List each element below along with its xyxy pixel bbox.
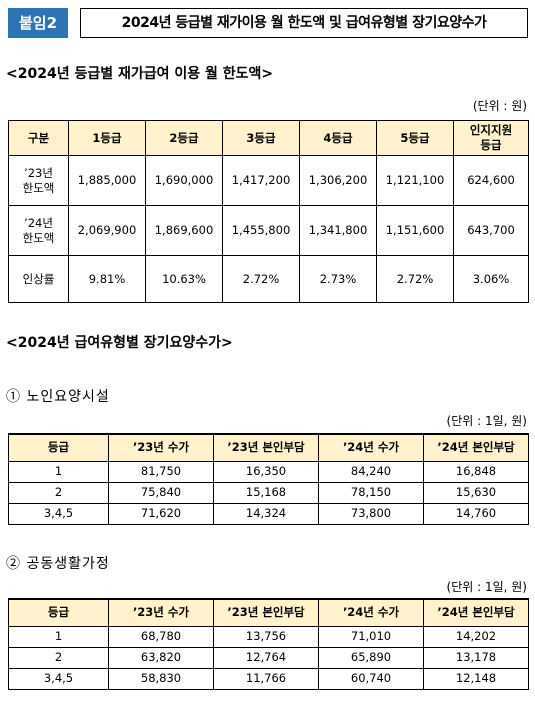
cell: 2.72%	[376, 255, 454, 303]
cell: 2.72%	[222, 255, 300, 303]
header-cell: ’23년 수가	[108, 598, 214, 627]
header-row: 등급 ’23년 수가 ’23년 본인부담 ’24년 수가 ’24년 본인부담	[8, 433, 529, 462]
cell: 13,178	[423, 646, 529, 669]
cell: 2.73%	[299, 255, 377, 303]
unit-note: (단위 : 1일, 원)	[446, 414, 527, 428]
table-row: 3,4,5 71,620 14,324 73,800 14,760	[8, 502, 529, 525]
table-row: 2 63,820 12,764 65,890 13,178	[8, 646, 529, 669]
cell: 12,148	[423, 667, 529, 690]
cell: 15,168	[213, 481, 319, 504]
fee-table: 등급 ’23년 수가 ’23년 본인부담 ’24년 수가 ’24년 본인부담 1 81,75…	[8, 433, 529, 525]
cell: 71,620	[108, 502, 214, 525]
cell: 73,800	[318, 502, 424, 525]
header-cell: 등급	[8, 433, 109, 462]
cell: 1,455,800	[222, 205, 300, 256]
cell: 16,350	[213, 460, 319, 483]
unit-note: (단위 : 1일, 원)	[446, 580, 527, 594]
cell: 3.06%	[453, 255, 529, 303]
limit-table: 구분 1등급 2등급 3등급 4등급 5등급 인지지원 등급 ’23년 한도액 1,885,00…	[8, 120, 529, 303]
section-heading: <2024년 급여유형별 장기요양수가>	[6, 335, 233, 351]
header-row: 구분 1등급 2등급 3등급 4등급 5등급 인지지원 등급	[8, 120, 529, 156]
header-cell: ’23년 본인부담	[213, 598, 319, 627]
cell: 84,240	[318, 460, 424, 483]
table-row: 1 81,750 16,350 84,240 16,848	[8, 460, 529, 483]
cell: 78,150	[318, 481, 424, 504]
cell: 1,151,600	[376, 205, 454, 256]
cell: 3,4,5	[8, 667, 109, 690]
header-cell: 3등급	[222, 120, 300, 156]
cell: 13,756	[213, 625, 319, 648]
cell: 1,690,000	[145, 155, 223, 206]
header-cell: ’23년 수가	[108, 433, 214, 462]
table-row: ’24년 한도액 2,069,900 1,869,600 1,455,800 1,341…	[8, 205, 529, 256]
cell: 624,600	[453, 155, 529, 206]
cell: 65,890	[318, 646, 424, 669]
cell: 12,764	[213, 646, 319, 669]
header-cell: ’24년 수가	[318, 598, 424, 627]
cell: 14,324	[213, 502, 319, 525]
cell: 14,202	[423, 625, 529, 648]
cell: 1,306,200	[299, 155, 377, 206]
cell: 15,630	[423, 481, 529, 504]
cell: 9.81%	[68, 255, 146, 303]
table-row: 1 68,780 13,756 71,010 14,202	[8, 625, 529, 648]
header-cell: 5등급	[376, 120, 454, 156]
cell: 1,417,200	[222, 155, 300, 206]
cell: 58,830	[108, 667, 214, 690]
subsection-title: ② 공동생활가정	[6, 556, 110, 572]
cell: 63,820	[108, 646, 214, 669]
cell: 인상률	[8, 255, 69, 303]
header-cell: 4등급	[299, 120, 377, 156]
cell: 1,869,600	[145, 205, 223, 256]
cell: 3,4,5	[8, 502, 109, 525]
header-row: 등급 ’23년 수가 ’23년 본인부담 ’24년 수가 ’24년 본인부담	[8, 598, 529, 627]
badge: 붙임2	[8, 8, 68, 38]
fee-table: 등급 ’23년 수가 ’23년 본인부담 ’24년 수가 ’24년 본인부담 1 68,78…	[8, 598, 529, 690]
cell: 16,848	[423, 460, 529, 483]
cell: 68,780	[108, 625, 214, 648]
cell: 2,069,900	[68, 205, 146, 256]
cell: 10.63%	[145, 255, 223, 303]
cell: 1	[8, 625, 109, 648]
section-heading: <2024년 등급별 재가급여 이용 월 한도액>	[6, 66, 274, 82]
header-cell: ’24년 본인부담	[423, 598, 529, 627]
table-row: 2 75,840 15,168 78,150 15,630	[8, 481, 529, 504]
header-cell: ’23년 본인부담	[213, 433, 319, 462]
unit-note: (단위 : 원)	[472, 99, 527, 113]
subsection-title: ① 노인요양시설	[6, 389, 110, 405]
header-cell: 인지지원 등급	[453, 120, 529, 156]
cell: 71,010	[318, 625, 424, 648]
cell: 75,840	[108, 481, 214, 504]
cell: 1,341,800	[299, 205, 377, 256]
cell: 2	[8, 481, 109, 504]
cell: 81,750	[108, 460, 214, 483]
cell: 60,740	[318, 667, 424, 690]
header-cell: 1등급	[68, 120, 146, 156]
table-row: 3,4,5 58,830 11,766 60,740 12,148	[8, 667, 529, 690]
cell: 2	[8, 646, 109, 669]
header-cell: 2등급	[145, 120, 223, 156]
header-cell: 구분	[8, 120, 69, 156]
doc-title: 2024년 등급별 재가이용 월 한도액 및 급여유형별 장기요양수가	[80, 8, 528, 38]
cell: 14,760	[423, 502, 529, 525]
table-row: 인상률 9.81% 10.63% 2.72% 2.73% 2.72% 3.06%	[8, 255, 529, 303]
cell: 1,121,100	[376, 155, 454, 206]
header-cell: 등급	[8, 598, 109, 627]
header-cell: ’24년 수가	[318, 433, 424, 462]
cell: 11,766	[213, 667, 319, 690]
cell: 1,885,000	[68, 155, 146, 206]
cell: 1	[8, 460, 109, 483]
cell: 643,700	[453, 205, 529, 256]
cell: ’23년 한도액	[8, 155, 69, 206]
table-row: ’23년 한도액 1,885,000 1,690,000 1,417,200 1,306…	[8, 155, 529, 206]
cell: ’24년 한도액	[8, 205, 69, 256]
header-cell: ’24년 본인부담	[423, 433, 529, 462]
